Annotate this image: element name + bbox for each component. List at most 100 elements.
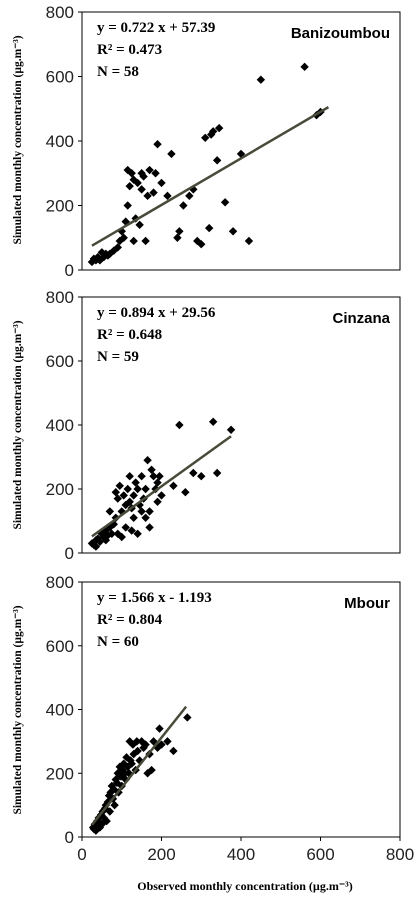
data-point [212, 468, 222, 478]
y-tick-label: 600 [46, 352, 74, 371]
data-point [183, 713, 192, 722]
data-point [115, 481, 124, 490]
data-point [141, 484, 150, 494]
data-point [236, 149, 246, 159]
panel-banizoumbou: 0 200 400 600 800 y = 0.722 x + 57.39 R² = 0.4… [46, 3, 401, 280]
data-point [141, 513, 150, 522]
y-tick-label: 200 [46, 197, 74, 216]
data-point [175, 420, 184, 430]
y-tick-label: 0 [65, 261, 74, 280]
y-tick-label: 0 [65, 828, 74, 847]
y-tick-label: 0 [65, 544, 74, 563]
y-axis-label-cinzana: Simulated monthly concentration (µg.m⁻³) [12, 320, 24, 529]
data-point [141, 236, 150, 246]
data-point [137, 169, 146, 178]
data-point [137, 507, 146, 516]
data-point [131, 478, 140, 487]
data-point [175, 227, 184, 236]
y-tick-label: 800 [46, 3, 74, 22]
data-point [220, 198, 230, 207]
data-point [208, 127, 218, 136]
data-point [147, 765, 156, 775]
data-point [157, 740, 166, 749]
y-tick-label: 600 [46, 68, 74, 87]
data-point [228, 227, 238, 236]
r-squared-label: R² = 0.473 [97, 42, 162, 58]
data-point [153, 497, 162, 506]
data-point [155, 724, 164, 733]
data-point [91, 542, 101, 551]
data-point [119, 491, 128, 500]
data-point [205, 223, 214, 233]
data-point [125, 472, 134, 481]
data-point [300, 62, 309, 72]
data-point [157, 491, 166, 500]
data-point [167, 149, 176, 159]
data-point [173, 233, 182, 242]
x-tick-label: 600 [306, 845, 334, 864]
data-point [113, 494, 122, 503]
regression-equation: y = 0.722 x + 57.39 [97, 20, 215, 36]
panel-mbour: 0 200 400 600 800 0 200 400 600 800 y = 1.566 x - … [46, 573, 415, 864]
data-point [111, 488, 120, 497]
regression-equation: y = 0.894 x + 29.56 [97, 305, 216, 321]
data-point [125, 181, 134, 191]
y-tick-label: 800 [46, 573, 74, 592]
data-point [137, 472, 146, 481]
panel-cinzana: 0 200 400 600 800 y = 0.894 x + 29.56 R² = 0.6… [46, 288, 401, 563]
data-point [149, 188, 158, 197]
data-point [256, 75, 266, 84]
x-tick-label: 0 [77, 845, 86, 864]
data-point [143, 456, 152, 465]
data-point [212, 156, 222, 165]
data-point [101, 536, 111, 545]
regression-equation: y = 1.566 x - 1.193 [97, 590, 212, 606]
site-name: Mbour [344, 595, 390, 612]
data-point [102, 816, 111, 826]
data-point [127, 759, 136, 768]
data-point [153, 478, 162, 487]
data-point [145, 165, 154, 175]
data-point [129, 491, 138, 500]
data-point [181, 488, 190, 497]
data-point [105, 507, 115, 516]
data-point [105, 807, 115, 816]
data-point [129, 236, 138, 246]
r-squared-label: R² = 0.804 [97, 612, 163, 628]
data-point [123, 484, 132, 494]
data-point [93, 534, 103, 543]
y-tick-label: 800 [46, 288, 74, 307]
data-point [121, 500, 130, 510]
data-point [109, 520, 118, 529]
y-tick-label: 400 [46, 132, 74, 151]
data-point [125, 497, 134, 506]
data-point [244, 236, 254, 246]
data-point [129, 513, 138, 522]
data-point [95, 256, 105, 265]
trendline [91, 435, 232, 538]
data-point [169, 481, 178, 490]
y-axis-label-banizoumbou: Simulated monthly concentration (µg.m⁻³) [12, 35, 24, 244]
data-point [132, 737, 142, 746]
n-label: N = 59 [97, 349, 139, 365]
data-point [119, 233, 128, 242]
y-tick-label: 200 [46, 480, 74, 499]
data-point [185, 191, 194, 201]
n-label: N = 58 [97, 64, 139, 80]
data-point [208, 417, 218, 426]
data-point [139, 172, 148, 181]
data-point [123, 201, 132, 210]
data-point [135, 220, 144, 230]
data-point [107, 529, 117, 538]
data-point [157, 178, 166, 188]
data-point [133, 484, 142, 494]
y-tick-label: 400 [46, 701, 74, 720]
r-squared-label: R² = 0.648 [97, 327, 162, 343]
data-point [163, 737, 172, 746]
data-point [147, 465, 156, 474]
n-label: N = 60 [97, 634, 139, 650]
data-point [214, 123, 224, 133]
x-axis-label: Observed monthly concentration (µg.m⁻³) [137, 879, 353, 893]
x-tick-label: 400 [227, 845, 255, 864]
